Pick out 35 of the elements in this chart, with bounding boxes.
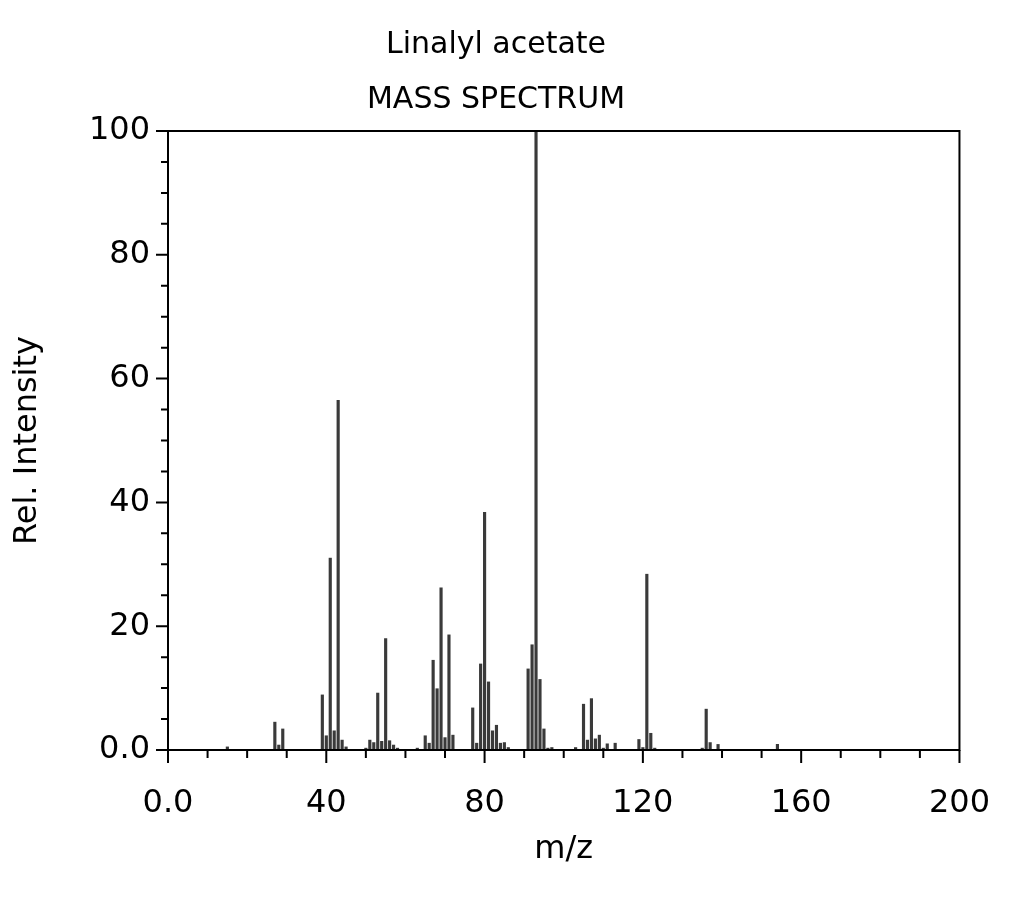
bar: [328, 557, 332, 750]
bar: [376, 692, 380, 750]
x-tick-label: 200: [928, 781, 990, 820]
chart-subtitle: MASS SPECTRUM: [366, 79, 626, 115]
bar: [320, 694, 324, 750]
y-axis-title: Rel. Intensity: [5, 336, 44, 545]
x-axis-title: m/z: [534, 828, 594, 867]
bar: [645, 573, 649, 750]
chart-title: Linalyl acetate: [385, 24, 607, 60]
x-tick-label: 160: [770, 781, 832, 820]
bar: [471, 707, 475, 750]
bar: [273, 721, 277, 750]
bar: [423, 735, 427, 750]
y-tick-label: 80: [109, 233, 150, 272]
bar: [534, 131, 538, 750]
bar: [494, 724, 499, 750]
y-tick-label: 0.0: [99, 728, 150, 767]
y-tick-label: 60: [109, 356, 150, 395]
x-tick-label: 120: [612, 781, 674, 820]
bar: [336, 399, 340, 750]
y-tick-label: 100: [88, 109, 150, 148]
x-tick-label: 80: [464, 781, 505, 820]
y-tick-label: 40: [109, 480, 150, 519]
bar: [581, 703, 586, 750]
bar: [704, 708, 708, 750]
y-tick-label: 20: [109, 604, 150, 643]
bar: [439, 587, 443, 750]
bar: [716, 744, 720, 750]
bar: [589, 698, 594, 750]
x-tick-label: 0.0: [142, 781, 194, 820]
x-tick-label: 40: [305, 781, 347, 820]
bar: [431, 659, 435, 750]
bar: [483, 511, 487, 750]
bar: [447, 634, 451, 750]
bar: [384, 638, 388, 750]
